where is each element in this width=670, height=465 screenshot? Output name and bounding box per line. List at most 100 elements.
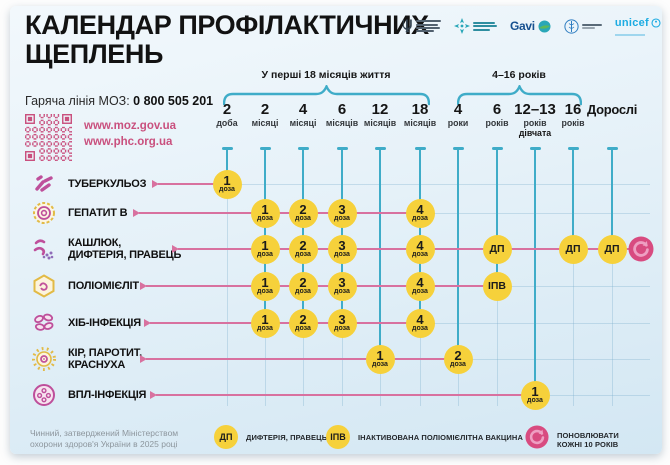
row-arrow bbox=[152, 180, 159, 188]
column-age-number: Дорослі bbox=[587, 102, 638, 117]
column-age-unit: доба bbox=[216, 118, 238, 128]
dose-number: 1 bbox=[531, 383, 539, 399]
timeline-line bbox=[534, 150, 536, 395]
column-age-number: 4 bbox=[298, 101, 308, 118]
row-arrow bbox=[140, 355, 147, 363]
column-age-extra: дівчата bbox=[518, 128, 552, 138]
tuberculosis-icon bbox=[31, 171, 57, 197]
column-header-3: 6 місяців bbox=[317, 102, 367, 128]
phc-compass-icon bbox=[454, 18, 470, 35]
column-header-2: 4 місяці bbox=[278, 102, 328, 128]
dose-unit: доза bbox=[257, 287, 273, 295]
dose-unit: доза bbox=[334, 287, 350, 295]
column-age-unit: років bbox=[523, 118, 547, 128]
measles-mumps-rubella-icon bbox=[31, 346, 57, 372]
dose-number: ДП bbox=[489, 242, 505, 255]
dose-circle: 1 доза bbox=[250, 271, 280, 301]
dose-number: 2 bbox=[454, 347, 462, 363]
dose-unit: доза bbox=[412, 250, 428, 258]
column-age-number: 16 bbox=[564, 101, 582, 118]
polio-icon bbox=[31, 273, 57, 299]
column-age-unit: років bbox=[561, 118, 585, 128]
grid-hline bbox=[218, 184, 650, 185]
dose-unit: доза bbox=[412, 324, 428, 332]
dose-unit: доза bbox=[334, 324, 350, 332]
dose-badge: ІПВ bbox=[482, 271, 512, 301]
footer-note: Чинний, затверджений Міністерством охоро… bbox=[30, 428, 179, 449]
age-group-label-infant: У перші 18 місяців життя bbox=[261, 69, 391, 81]
dose-circle: 3 доза bbox=[327, 234, 357, 264]
legend-repeat-icon bbox=[525, 425, 549, 454]
dose-badge: ДП bbox=[558, 234, 588, 264]
column-age-unit: місяці bbox=[251, 118, 279, 128]
dose-unit: доза bbox=[334, 214, 350, 222]
row-arrow bbox=[133, 209, 140, 217]
row-line bbox=[156, 394, 535, 396]
column-age-number: 4 bbox=[453, 101, 463, 118]
row-arrow bbox=[150, 391, 157, 399]
dose-circle: 1 доза bbox=[365, 344, 395, 374]
row-line bbox=[146, 358, 458, 360]
link-phc[interactable]: www.phc.org.ua bbox=[84, 136, 173, 148]
dose-number: 3 bbox=[338, 237, 346, 253]
link-moz[interactable]: www.moz.gov.ua bbox=[84, 120, 177, 132]
dose-unit: доза bbox=[450, 360, 466, 368]
age-group-bracket-child bbox=[457, 85, 582, 106]
hepatitis-b-icon bbox=[31, 200, 57, 226]
column-header-10: Дорослі bbox=[587, 102, 637, 118]
timeline-line bbox=[611, 150, 613, 249]
dose-unit: доза bbox=[257, 214, 273, 222]
dose-number: 4 bbox=[416, 201, 424, 217]
legend-label: ПОНОВЛЮВАТИ КОЖНІ 10 РОКІВ bbox=[557, 430, 619, 449]
column-header-8: 12–13 років дівчата bbox=[510, 102, 560, 138]
dose-circle: 2 доза bbox=[288, 198, 318, 228]
dose-unit: доза bbox=[257, 250, 273, 258]
column-age-unit: місяців bbox=[403, 118, 437, 128]
vaccine-row-label: ХІБ-ІНФЕКЦІЯ bbox=[68, 316, 141, 329]
dose-circle: 3 доза bbox=[327, 198, 357, 228]
column-age-number: 2 bbox=[260, 101, 270, 118]
dose-circle: 1 доза bbox=[250, 308, 280, 338]
dose-circle: 4 доза bbox=[405, 271, 435, 301]
timeline-cap bbox=[297, 147, 309, 150]
timeline-cap bbox=[336, 147, 348, 150]
dose-number: 1 bbox=[261, 274, 269, 290]
column-age-number: 2 bbox=[222, 101, 232, 118]
legend-item-2: ПОНОВЛЮВАТИ КОЖНІ 10 РОКІВ bbox=[525, 425, 641, 454]
dose-circle: 3 доза bbox=[327, 308, 357, 338]
gavi-logo-text: Gavi bbox=[510, 19, 535, 34]
timeline-cap bbox=[606, 147, 618, 150]
dose-unit: доза bbox=[527, 396, 543, 404]
age-group-bracket-infant bbox=[223, 85, 430, 106]
hotline: Гаряча лінія МОЗ: 0 800 505 201 bbox=[25, 94, 213, 108]
column-age-unit: років bbox=[485, 118, 509, 128]
vaccine-row-label: ГЕПАТИТ В bbox=[68, 206, 128, 219]
dose-badge: ДП bbox=[482, 234, 512, 264]
repeat-every-10-years-icon bbox=[628, 236, 654, 262]
timeline-cap bbox=[491, 147, 503, 150]
dose-badge: ДП bbox=[597, 234, 627, 264]
legend-item-1: ІПВ ІНАКТИВОВАНА ПОЛІОМІЄЛІТНА ВАКЦИНА bbox=[326, 425, 523, 449]
dose-unit: доза bbox=[257, 324, 273, 332]
dose-number: 2 bbox=[299, 237, 307, 253]
dose-unit: доза bbox=[219, 185, 235, 193]
qr-code-icon bbox=[25, 114, 72, 161]
dose-unit: доза bbox=[334, 250, 350, 258]
age-group-label-child: 4–16 років bbox=[492, 69, 546, 81]
column-age-unit: місяців bbox=[363, 118, 397, 128]
vaccine-row-label: КАШЛЮК, ДИФТЕРІЯ, ПРАВЕЦЬ bbox=[68, 236, 182, 262]
gavi-logo: Gavi bbox=[510, 19, 551, 33]
legend-item-0: ДП ДИФТЕРІЯ, ПРАВЕЦЬ bbox=[214, 425, 327, 449]
row-arrow bbox=[144, 319, 151, 327]
row-arrow bbox=[172, 245, 179, 253]
phc-logo-text bbox=[473, 20, 497, 32]
dose-circle: 2 доза bbox=[443, 344, 473, 374]
column-age-number: 12–13 bbox=[514, 101, 556, 118]
hib-icon bbox=[31, 310, 57, 336]
column-header-0: 2 доба bbox=[202, 102, 252, 128]
row-line bbox=[158, 183, 227, 185]
dose-number: 2 bbox=[299, 274, 307, 290]
dose-circle: 2 доза bbox=[288, 308, 318, 338]
dose-unit: доза bbox=[295, 324, 311, 332]
